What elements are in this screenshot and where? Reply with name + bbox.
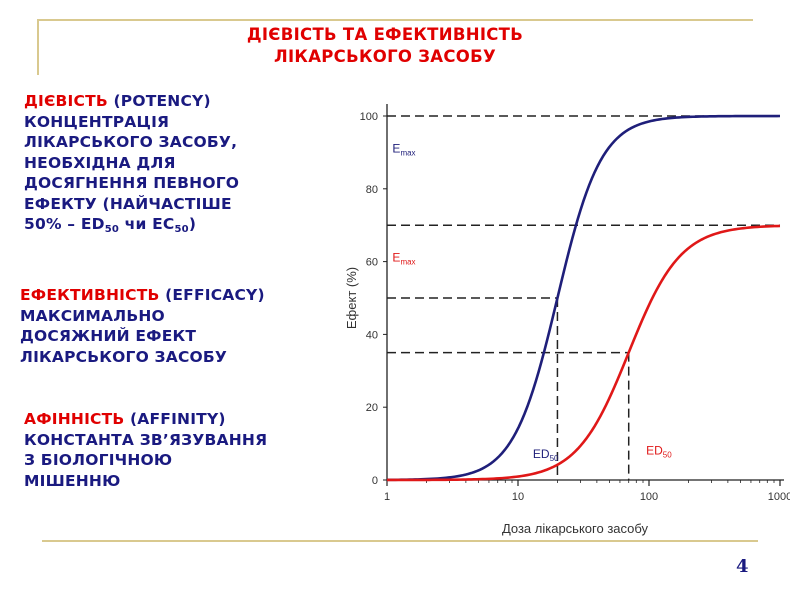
series-line-red: [387, 224, 781, 482]
potency-heading: ДІЄВІСТЬ (POTENCY): [24, 91, 239, 112]
efficacy-line: МАКСИМАЛЬНО: [20, 306, 165, 325]
x-tick-label: 1: [384, 491, 390, 503]
potency-line: КОНЦЕНТРАЦІЯ: [24, 112, 170, 131]
page-number: 4: [736, 556, 749, 577]
potency-last-line: 50% – ED50 чи EC50): [24, 214, 239, 241]
affinity-line: КОНСТАНТА ЗВ’ЯЗУВАННЯ: [24, 430, 268, 449]
chart-axes: 0 20 40 60 80 100 1 10 100 1000: [360, 104, 790, 503]
annotation-label: Emax: [392, 141, 415, 157]
reference-lines: [387, 115, 780, 480]
potency-line: НЕОБХІДНА ДЛЯ: [24, 153, 176, 172]
frame-bottom-line: [42, 540, 758, 542]
potency-last-a: 50% – ED: [24, 215, 105, 233]
potency-sub-2: 50: [174, 224, 189, 235]
x-tick-label: 100: [640, 491, 658, 503]
potency-definition: ДІЄВІСТЬ (POTENCY) КОНЦЕНТРАЦІЯ ЛІКАРСЬК…: [24, 91, 239, 241]
efficacy-key-suffix: (EFFICACY): [159, 286, 265, 304]
efficacy-definition: ЕФЕКТИВНІСТЬ (EFFICACY) МАКСИМАЛЬНО ДОСЯ…: [20, 285, 265, 367]
y-tick-label: 0: [372, 475, 378, 487]
slide-title: ДІЄВІСТЬ ТА ЕФЕКТИВНІСТЬ ЛІКАРСЬКОГО ЗАС…: [190, 24, 580, 68]
chart-series: [386, 114, 781, 482]
affinity-heading: АФІННІСТЬ (AFFINITY): [24, 409, 267, 430]
y-tick-label: 40: [366, 329, 378, 341]
affinity-key-suffix: (AFFINITY): [124, 410, 226, 428]
x-axis-label: Доза лікарського засобу: [502, 521, 649, 536]
annotation-label: ED50: [533, 447, 559, 463]
chart-annotations: Emax Emax ED50 ED50: [392, 141, 672, 463]
y-tick-label: 80: [366, 184, 378, 196]
y-tick-label: 20: [366, 402, 378, 414]
affinity-line: МІШЕННЮ: [24, 471, 121, 490]
potency-key-suffix: (POTENCY): [107, 92, 211, 110]
efficacy-heading: ЕФЕКТИВНІСТЬ (EFFICACY): [20, 285, 265, 306]
series-line-blue: [386, 114, 781, 482]
potency-sub-1: 50: [104, 224, 120, 235]
potency-line: ЕФЕКТУ (НАЙЧАСТІШЕ: [24, 194, 232, 213]
potency-line: ЛІКАРСЬКОГО ЗАСОБУ,: [24, 133, 238, 151]
potency-last-b: чи EC: [119, 215, 175, 233]
frame-left-line: [37, 19, 39, 75]
y-axis-label: Ефект (%): [344, 267, 359, 329]
annotation-label: Emax: [392, 251, 415, 267]
y-tick-label: 100: [360, 111, 378, 123]
x-tick-label: 10: [512, 491, 524, 503]
affinity-definition: АФІННІСТЬ (AFFINITY) КОНСТАНТА ЗВ’ЯЗУВАН…: [24, 409, 267, 491]
x-tick-label: 1000: [768, 491, 790, 503]
y-tick-label: 60: [366, 257, 378, 269]
potency-line: ДОСЯГНЕННЯ ПЕВНОГО: [24, 174, 240, 192]
efficacy-line: ДОСЯЖНИЙ ЕФЕКТ: [20, 327, 197, 345]
title-line-1: ДІЄВІСТЬ ТА ЕФЕКТИВНІСТЬ: [246, 25, 524, 44]
efficacy-line: ЛІКАРСЬКОГО ЗАСОБУ: [20, 347, 228, 366]
efficacy-key: ЕФЕКТИВНІСТЬ: [20, 286, 160, 304]
potency-last-c: ): [188, 215, 197, 233]
affinity-key: АФІННІСТЬ: [24, 410, 125, 428]
affinity-line: З БІОЛОГІЧНОЮ: [24, 451, 173, 469]
annotation-label: ED50: [646, 444, 672, 460]
frame-top-line: [37, 19, 753, 21]
potency-key: ДІЄВІСТЬ: [24, 92, 108, 110]
title-line-2: ЛІКАРСЬКОГО ЗАСОБУ: [273, 47, 496, 66]
